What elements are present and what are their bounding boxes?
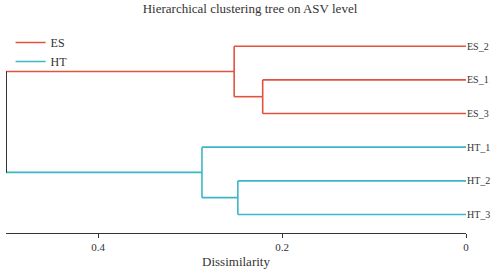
svg-text:HT_1: HT_1 [467,142,490,153]
svg-text:Dissimilarity: Dissimilarity [202,254,270,269]
svg-text:HT: HT [51,55,68,69]
svg-text:ES_3: ES_3 [467,108,489,119]
svg-text:HT_2: HT_2 [467,175,490,186]
svg-text:0.2: 0.2 [275,241,289,253]
svg-text:0.4: 0.4 [91,241,105,253]
svg-text:Hierarchical clustering tree o: Hierarchical clustering tree on ASV leve… [143,1,358,16]
svg-text:ES_1: ES_1 [467,74,489,85]
svg-text:ES_2: ES_2 [467,41,489,52]
svg-text:0: 0 [463,241,469,253]
svg-text:HT_3: HT_3 [467,209,490,220]
svg-text:ES: ES [51,36,65,50]
